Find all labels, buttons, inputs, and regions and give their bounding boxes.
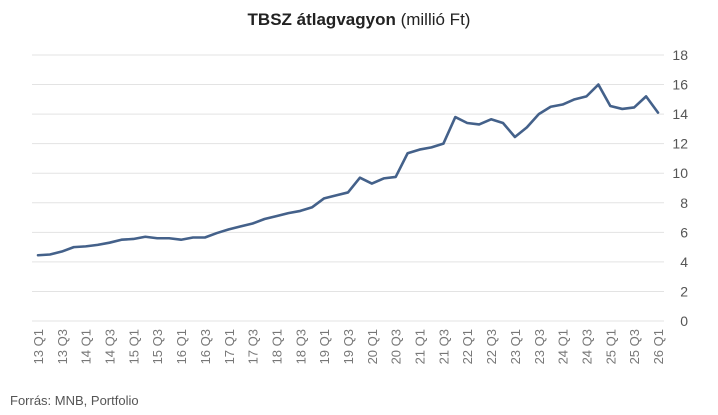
x-tick-label: 25 Q3 xyxy=(627,329,642,364)
x-tick-label: 20 Q1 xyxy=(365,329,380,364)
x-tick-label: 13 Q3 xyxy=(55,329,70,364)
x-tick-label: 19 Q3 xyxy=(341,329,356,364)
x-tick-label: 18 Q3 xyxy=(293,329,308,364)
y-tick-label: 16 xyxy=(672,77,688,93)
x-tick-label: 26 Q1 xyxy=(651,329,666,364)
x-tick-label: 13 Q1 xyxy=(31,329,46,364)
x-tick-label: 17 Q3 xyxy=(246,329,261,364)
series-line xyxy=(36,83,660,257)
y-tick-label: 10 xyxy=(672,165,688,181)
x-tick-label: 21 Q3 xyxy=(436,329,451,364)
y-tick-label: 12 xyxy=(672,136,688,152)
x-tick-label: 15 Q3 xyxy=(150,329,165,364)
chart-title-unit: (millió Ft) xyxy=(400,10,471,29)
x-tick-label: 25 Q1 xyxy=(603,329,618,364)
x-tick-label: 22 Q3 xyxy=(484,329,499,364)
x-tick-label: 22 Q1 xyxy=(460,329,475,364)
y-tick-label: 4 xyxy=(680,254,688,270)
x-tick-label: 19 Q1 xyxy=(317,329,332,364)
x-axis-ticks: 13 Q1 13 Q3 14 Q1 14 Q3 15 Q1 15 Q3 16 Q1 16 Q3… xyxy=(31,329,666,364)
x-tick-label: 24 Q1 xyxy=(556,329,571,364)
x-tick-label: 16 Q1 xyxy=(174,329,189,364)
y-tick-label: 14 xyxy=(672,106,688,122)
x-tick-label: 16 Q3 xyxy=(198,329,213,364)
chart-title: TBSZ átlagvagyon (millió Ft) xyxy=(0,10,718,30)
x-tick-label: 24 Q3 xyxy=(579,329,594,364)
x-tick-label: 20 Q3 xyxy=(389,329,404,364)
x-tick-label: 21 Q1 xyxy=(413,329,428,364)
y-tick-label: 18 xyxy=(672,47,688,63)
x-tick-label: 17 Q1 xyxy=(222,329,237,364)
source-note: Forrás: MNB, Portfolio xyxy=(10,393,139,408)
x-tick-label: 18 Q1 xyxy=(269,329,284,364)
x-tick-label: 15 Q1 xyxy=(126,329,141,364)
y-tick-label: 2 xyxy=(680,283,688,299)
chart-title-main: TBSZ átlagvagyon xyxy=(247,10,396,29)
x-tick-label: 14 Q1 xyxy=(79,329,94,364)
x-tick-label: 23 Q3 xyxy=(532,329,547,364)
y-tick-label: 8 xyxy=(680,195,688,211)
x-tick-label: 14 Q3 xyxy=(103,329,118,364)
gridlines xyxy=(32,54,664,322)
y-tick-label: 6 xyxy=(680,224,688,240)
y-tick-label: 0 xyxy=(680,313,688,329)
y-axis-ticks: 0 2 4 6 8 10 12 14 16 18 xyxy=(672,47,688,329)
x-tick-label: 23 Q1 xyxy=(508,329,523,364)
